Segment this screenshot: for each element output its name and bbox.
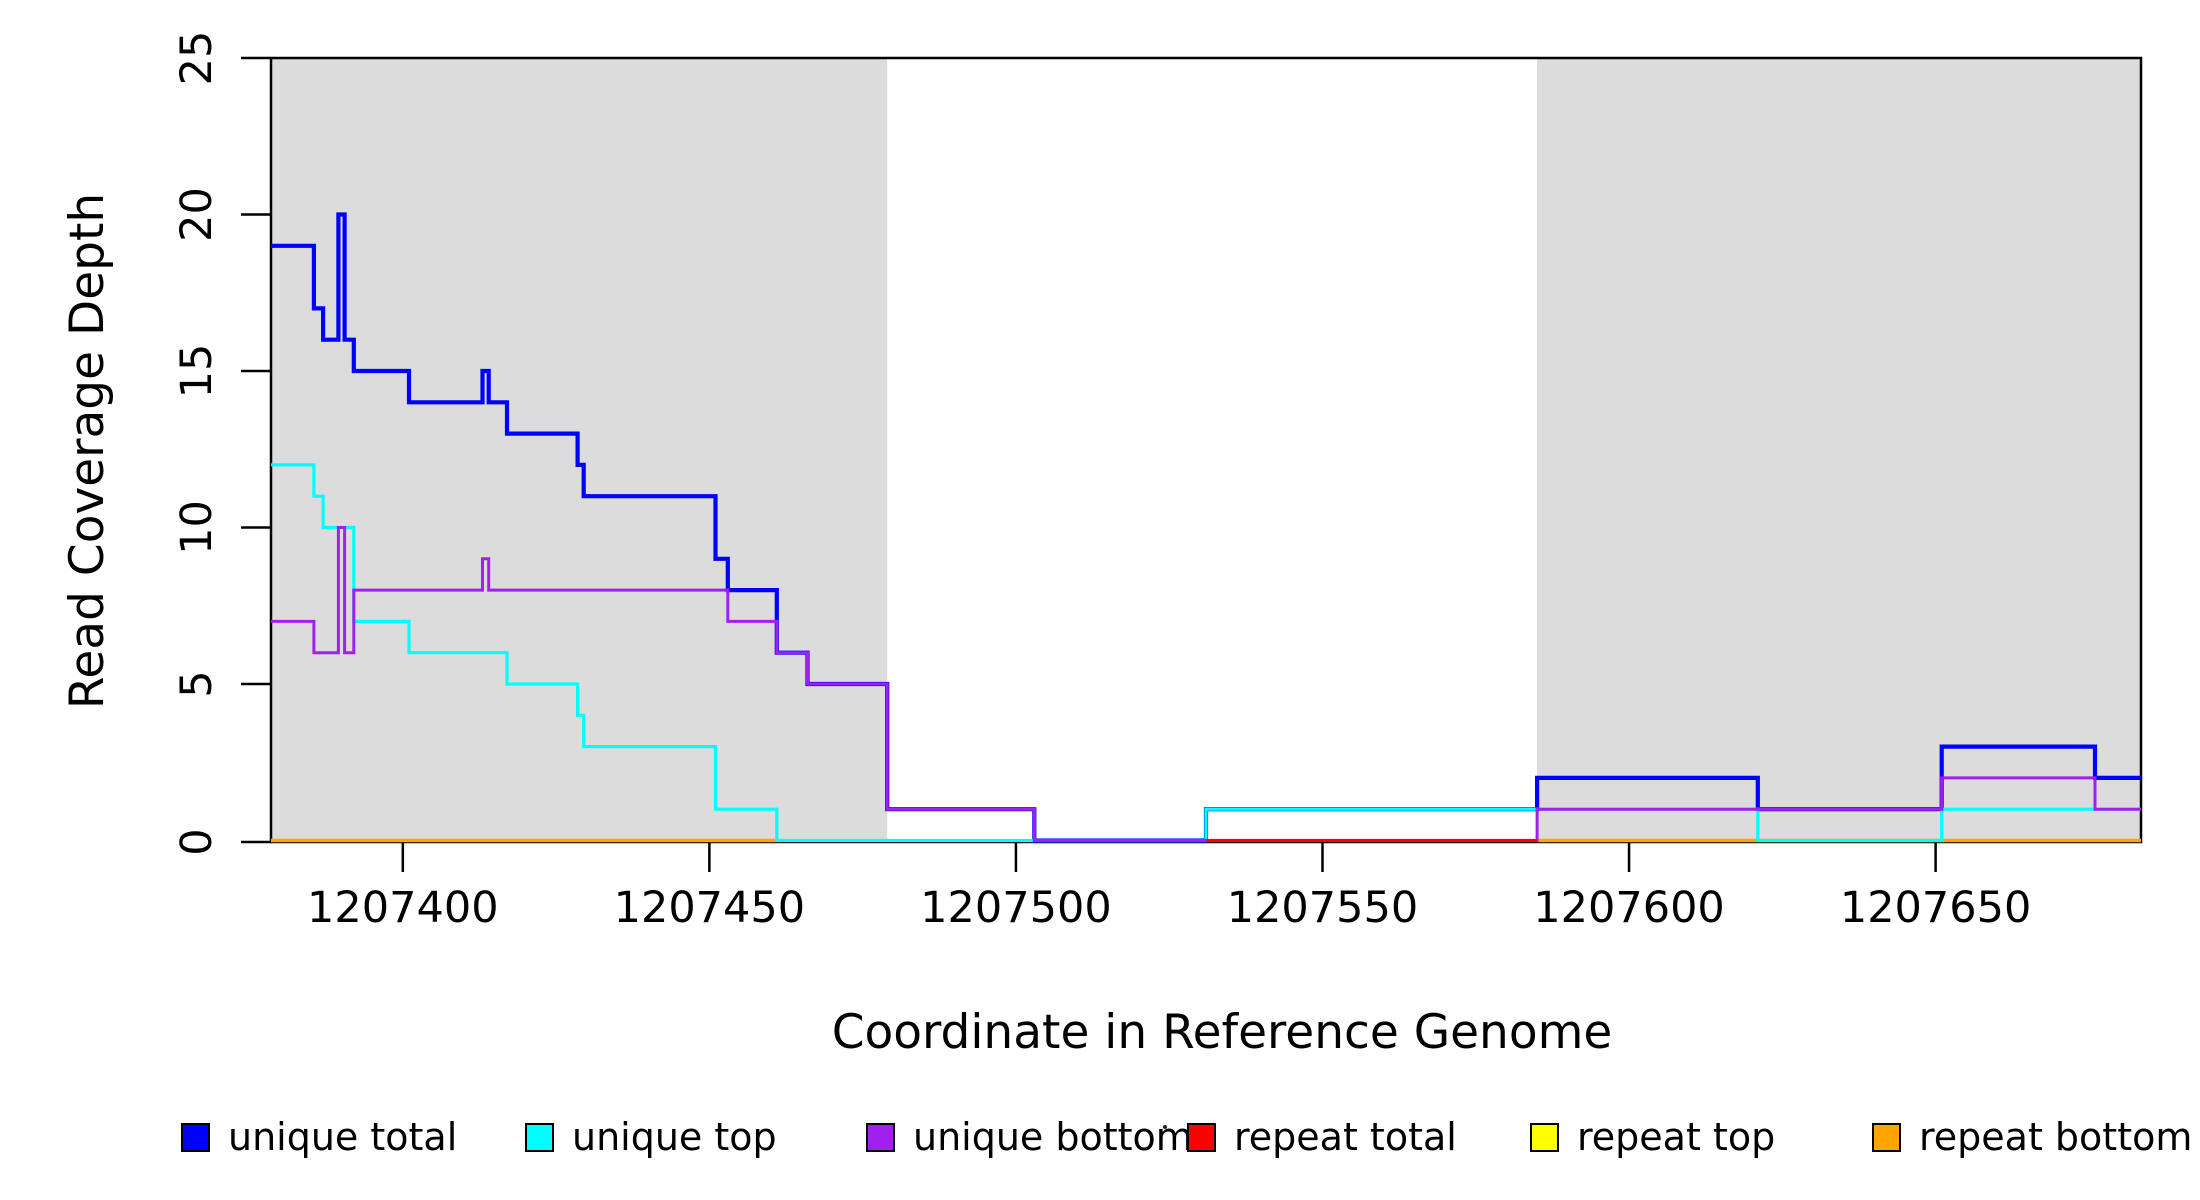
x-tick-label: 1207650 [1840, 883, 2032, 933]
x-axis-title: Coordinate in Reference Genome [831, 1005, 1613, 1060]
x-tick-label: 1207450 [614, 883, 806, 933]
y-tick-label: 10 [172, 500, 222, 555]
y-tick-label: 15 [172, 344, 222, 399]
stray-dot-artifact [1163, 1125, 1167, 1129]
x-tick-label: 1207400 [307, 883, 499, 933]
x-tick-label: 1207500 [920, 883, 1112, 933]
y-tick-label: 25 [172, 31, 222, 86]
x-tick-label: 1207550 [1227, 883, 1419, 933]
repeat-region-right [1537, 58, 2141, 842]
y-tick-label: 5 [172, 670, 222, 697]
y-axis-title: Read Coverage Depth [60, 192, 115, 710]
series-unique-total [271, 212, 2141, 843]
y-tick-label: 0 [172, 828, 222, 855]
x-tick-label: 1207600 [1533, 883, 1725, 933]
series-unique-bottom [271, 526, 2141, 842]
y-tick-label: 20 [172, 187, 222, 242]
